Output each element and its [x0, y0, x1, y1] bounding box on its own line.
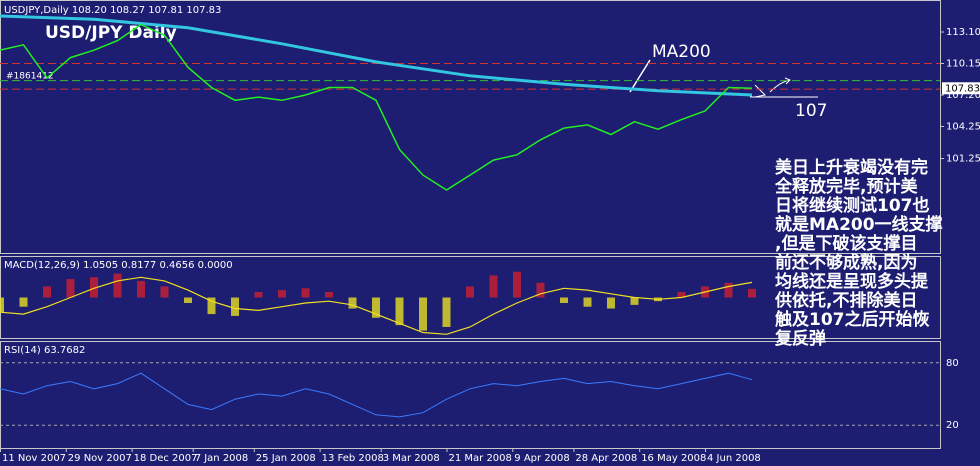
last-price-label: 107.83	[945, 83, 980, 94]
comment-line: ,但是下破该支撑目	[775, 233, 917, 254]
macd-bar	[254, 291, 263, 298]
comment-line: 全释放完毕,预计美	[774, 176, 918, 197]
price-line	[0, 23, 753, 191]
x-tick-label: 25 Jan 2008	[256, 453, 316, 464]
y-tick-label: 80	[946, 358, 959, 369]
x-tick-label: 9 Apr 2008	[514, 453, 569, 464]
macd-bar	[630, 297, 639, 305]
y-tick-label: 104.25	[946, 122, 980, 133]
macd-bar	[583, 297, 592, 307]
macd-bar	[0, 297, 4, 313]
signal-line	[0, 276, 753, 335]
annotation-pointer	[629, 59, 651, 93]
comment-line: 复反弹	[774, 328, 826, 349]
macd-bar	[19, 297, 28, 307]
macd-bar	[348, 297, 357, 309]
y-tick-label: 113.10	[946, 27, 980, 38]
macd-bar	[113, 273, 122, 298]
y-tick-label: 110.15	[946, 59, 980, 70]
macd-bar	[207, 297, 216, 315]
x-tick-label: 11 Nov 2007	[2, 453, 66, 464]
macd-bar	[489, 275, 498, 298]
comment: 美日上升衰竭没有完全释放完毕,预计美日将继续测试107也就是MA200一线支撑,…	[774, 157, 943, 349]
comment-line: 供依托,不排除美日	[774, 290, 917, 311]
comment-line: 均线还是呈现多头提	[775, 271, 929, 292]
x-tick-label: 7 Jan 2008	[195, 453, 249, 464]
macd-bar	[160, 286, 169, 298]
macd-bar	[372, 297, 380, 318]
rsi-panel	[0, 341, 941, 449]
ma-line	[0, 14, 753, 97]
x-tick-label: 16 May 2008	[641, 453, 706, 464]
macd-bar	[607, 297, 615, 309]
macd-bar	[184, 297, 192, 304]
macd-bar	[442, 297, 451, 327]
macd-bar	[90, 277, 98, 298]
level-annotation: 107	[795, 101, 827, 121]
x-tick-label: 4 Jun 2008	[707, 453, 761, 464]
x-tick-label: 21 Mar 2008	[449, 453, 512, 464]
rsi-line	[0, 372, 753, 418]
macd-label: MACD(12,26,9) 1.0505 0.8177 0.4656 0.000…	[4, 260, 233, 271]
last-price-box	[942, 82, 980, 95]
comment-line: 前还不够成熟,因为	[775, 252, 917, 273]
macd-bar	[560, 297, 568, 304]
macd-bar	[536, 282, 545, 298]
y-tick-label: 20	[946, 420, 959, 431]
macd-bar	[301, 288, 310, 298]
macd-bar	[419, 297, 427, 331]
comment-line: 日将继续测试107也	[775, 195, 930, 216]
y-tick-label: 107.20	[946, 90, 980, 101]
macd-bar	[748, 288, 756, 298]
macd-bar	[137, 280, 145, 298]
macd-bar	[43, 286, 51, 298]
chart-title: USD/JPY Daily	[45, 23, 177, 43]
x-tick-label: 18 Dec 2007	[134, 453, 198, 464]
comment-line: 美日上升衰竭没有完	[775, 157, 928, 178]
macd-bar	[278, 290, 286, 298]
macd-bar	[513, 271, 521, 298]
tag: #1861412	[6, 72, 54, 82]
ma-annotation: MA200	[652, 42, 711, 62]
macd-bar	[724, 282, 733, 298]
x-tick-label: 3 Mar 2008	[383, 453, 440, 464]
x-tick-label: 29 Nov 2007	[68, 453, 132, 464]
rsi-label: RSI(14) 63.7682	[4, 345, 85, 356]
comment-line: 触及107之后开始恢	[774, 309, 930, 330]
y-tick-label: 101.25	[946, 154, 980, 165]
macd-bar	[466, 286, 474, 298]
x-tick-label: 13 Feb 2008	[322, 453, 384, 464]
header: USDJPY,Daily 108.20 108.27 107.81 107.83	[4, 5, 221, 16]
macd-bar	[66, 279, 75, 298]
comment-line: 就是MA200一线支撑	[775, 214, 943, 235]
macd-bar	[677, 291, 686, 298]
arrows	[754, 77, 791, 98]
macd-bar	[325, 291, 333, 298]
x-tick-label: 28 Apr 2008	[575, 453, 637, 464]
macd-bar	[395, 297, 404, 326]
macd-bar	[231, 297, 239, 316]
